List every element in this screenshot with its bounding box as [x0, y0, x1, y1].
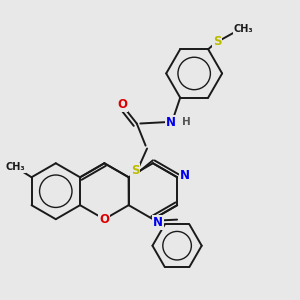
Text: O: O: [99, 213, 110, 226]
Text: S: S: [131, 164, 140, 177]
Text: CH₃: CH₃: [234, 24, 253, 34]
Text: S: S: [213, 35, 221, 48]
Text: N: N: [166, 116, 176, 128]
Text: N: N: [153, 216, 163, 229]
Text: CH₃: CH₃: [5, 162, 25, 172]
Text: H: H: [182, 117, 191, 127]
Text: O: O: [117, 98, 127, 111]
Text: N: N: [179, 169, 190, 182]
